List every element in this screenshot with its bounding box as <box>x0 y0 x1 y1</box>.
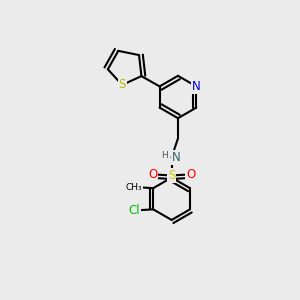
Text: S: S <box>118 78 126 92</box>
Text: O: O <box>186 168 195 181</box>
Text: S: S <box>168 169 175 182</box>
Text: O: O <box>148 168 157 181</box>
Text: H: H <box>161 152 168 160</box>
Text: Cl: Cl <box>128 204 140 217</box>
Text: N: N <box>172 151 180 164</box>
Text: CH₃: CH₃ <box>125 183 142 192</box>
Text: N: N <box>192 80 201 93</box>
